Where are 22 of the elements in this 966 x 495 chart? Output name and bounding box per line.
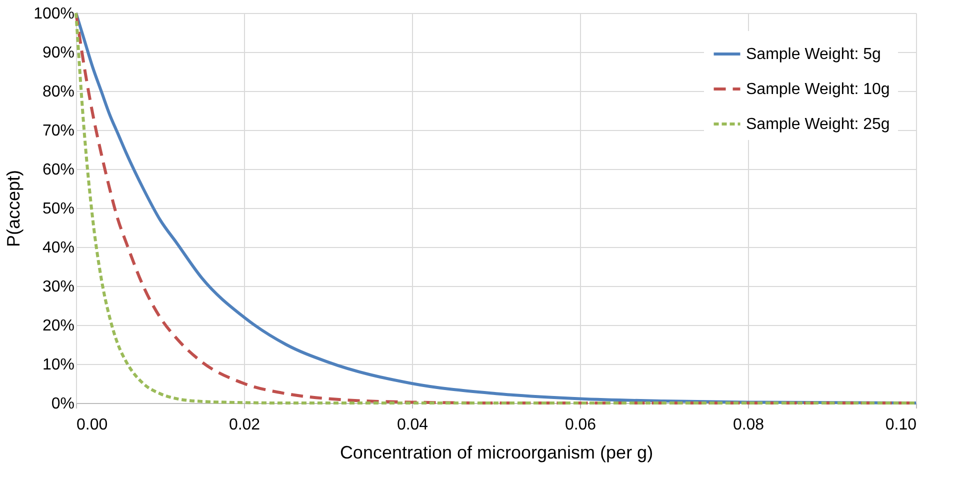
y-tick-label: 70% — [42, 122, 74, 140]
x-tick-label: 0.10 — [885, 416, 917, 434]
y-tick-label: 30% — [42, 278, 74, 296]
x-axis-title: Concentration of microorganism (per g) — [340, 442, 654, 462]
x-tick-label: 0.00 — [76, 416, 108, 434]
x-tick-label: 0.06 — [564, 416, 596, 434]
legend-label: Sample Weight: 10g — [746, 81, 890, 98]
y-tick-label: 100% — [34, 6, 74, 22]
x-tick-label: 0.02 — [228, 416, 260, 434]
y-tick-label: 90% — [42, 44, 74, 62]
y-tick-label: 0% — [51, 396, 74, 412]
y-tick-label: 20% — [42, 318, 74, 334]
x-tick-label: 0.04 — [396, 416, 428, 434]
y-tick-label: 50% — [42, 200, 74, 218]
y-axis-title: P(accept) — [4, 170, 24, 248]
y-tick-label: 10% — [42, 356, 74, 374]
legend-label: Sample Weight: 5g — [746, 46, 881, 63]
y-tick-label: 40% — [42, 240, 74, 256]
y-tick-label: 60% — [42, 162, 74, 178]
y-tick-label: 80% — [42, 84, 74, 100]
x-tick-label: 0.08 — [732, 416, 764, 434]
legend-label: Sample Weight: 25g — [746, 116, 890, 133]
